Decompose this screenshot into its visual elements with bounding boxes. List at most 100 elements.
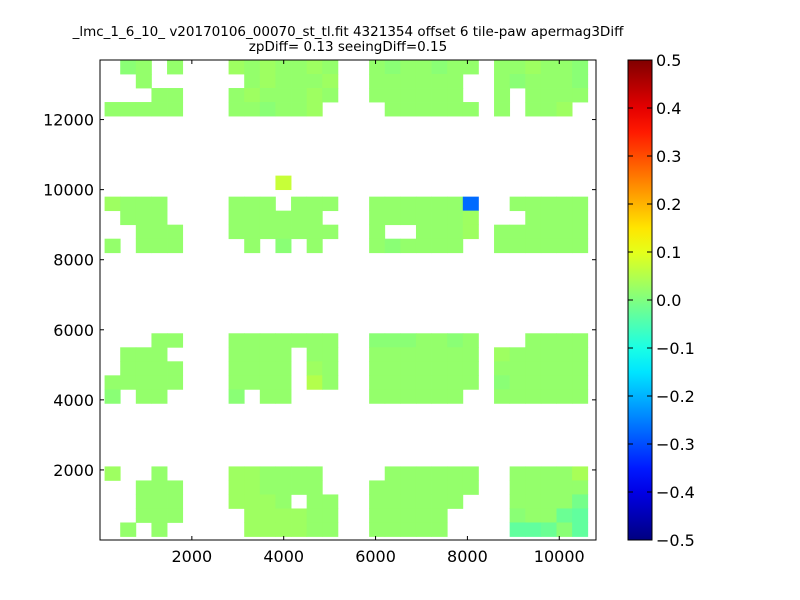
chart-title-line2: zpDiff= 0.13 seeingDiff=0.15 [248, 39, 448, 55]
heatmap-cell [228, 333, 245, 348]
heatmap-cell [369, 522, 386, 537]
heatmap-cell [494, 102, 511, 117]
heatmap-cell [525, 375, 542, 390]
heatmap-cell [259, 389, 276, 404]
heatmap-cell [369, 238, 386, 254]
heatmap-cell [151, 480, 168, 495]
heatmap-cell [306, 347, 323, 362]
heatmap-cell [415, 361, 432, 376]
heatmap-cell [556, 238, 573, 254]
heatmap-cell [322, 60, 339, 75]
heatmap-cell [431, 238, 448, 254]
heatmap-cell [572, 522, 589, 537]
heatmap-cell [509, 389, 526, 404]
heatmap-cell [291, 196, 308, 212]
heatmap-cell [151, 333, 168, 348]
heatmap-cell [384, 74, 401, 89]
heatmap-cell [167, 102, 184, 117]
heatmap-cell [431, 389, 448, 404]
heatmap-cell [431, 102, 448, 117]
heatmap-cell [384, 333, 401, 348]
heatmap-cell [322, 224, 339, 240]
y-tick-label: 12000 [43, 111, 94, 130]
heatmap-cell [259, 480, 276, 495]
heatmap-cell [369, 88, 386, 103]
heatmap-cell [369, 60, 386, 75]
heatmap-cell [167, 238, 184, 254]
heatmap-cell [462, 347, 479, 362]
heatmap-cell [244, 238, 261, 254]
y-tick-label: 8000 [53, 251, 94, 270]
heatmap-cell [369, 494, 386, 509]
heatmap-cell [384, 210, 401, 226]
colorbar-tick-label: 0.4 [656, 99, 681, 118]
heatmap-cell [275, 361, 292, 376]
heatmap-cell [275, 494, 292, 509]
heatmap-cell [415, 88, 432, 103]
heatmap-cell [259, 88, 276, 103]
heatmap-cell [369, 196, 386, 212]
heatmap-cell [104, 389, 121, 404]
heatmap-cell [275, 74, 292, 89]
heatmap-cell [306, 375, 323, 390]
heatmap-cell [462, 60, 479, 75]
heatmap-cell [384, 347, 401, 362]
heatmap-cell [244, 494, 261, 509]
heatmap-cell [244, 508, 261, 523]
heatmap-cell [384, 88, 401, 103]
colorbar-tick-label: −0.1 [656, 339, 695, 358]
heatmap-cell [525, 88, 542, 103]
heatmap-cell [291, 466, 308, 481]
heatmap-cell [135, 60, 152, 75]
heatmap-cell [415, 480, 432, 495]
heatmap-cell [275, 522, 292, 537]
heatmap-cell [228, 389, 245, 404]
heatmap-cell [509, 375, 526, 390]
heatmap-cell [540, 196, 557, 212]
heatmap-cell [167, 375, 184, 390]
heatmap-cell [228, 88, 245, 103]
heatmap-cell [415, 375, 432, 390]
heatmap-cell [447, 466, 464, 481]
heatmap-cell [275, 333, 292, 348]
heatmap-cell [306, 466, 323, 481]
heatmap-cell [306, 522, 323, 537]
heatmap-cell [167, 480, 184, 495]
heatmap-cell [104, 196, 121, 212]
heatmap-cell [400, 74, 417, 89]
heatmap-cell [291, 480, 308, 495]
heatmap-cell [509, 347, 526, 362]
heatmap-cell [244, 347, 261, 362]
heatmap-cell [572, 389, 589, 404]
heatmap-cell [572, 466, 589, 481]
heatmap-cell [509, 522, 526, 537]
heatmap-cell [572, 74, 589, 89]
heatmap-cell [275, 480, 292, 495]
heatmap-cell [306, 238, 323, 254]
heatmap-cell [525, 333, 542, 348]
heatmap-cell [525, 196, 542, 212]
colorbar-tick-label: 0.1 [656, 243, 681, 262]
heatmap-cell [447, 361, 464, 376]
heatmap-cell [540, 60, 557, 75]
heatmap-cell [525, 480, 542, 495]
heatmap-cell [556, 102, 573, 117]
heatmap-cell [151, 389, 168, 404]
heatmap-cell [556, 88, 573, 103]
heatmap-cell [556, 508, 573, 523]
heatmap-cell [415, 210, 432, 226]
heatmap-cell [400, 333, 417, 348]
heatmap-cell [167, 361, 184, 376]
heatmap-cell [275, 389, 292, 404]
heatmap-cell [431, 361, 448, 376]
heatmap-cell [572, 60, 589, 75]
heatmap-cell [384, 196, 401, 212]
y-tick-label: 4000 [53, 391, 94, 410]
heatmap-cell [322, 494, 339, 509]
heatmap-cell [415, 224, 432, 240]
heatmap-cell [431, 210, 448, 226]
heatmap-cell [167, 88, 184, 103]
heatmap-cell [259, 210, 276, 226]
heatmap-cell [306, 494, 323, 509]
